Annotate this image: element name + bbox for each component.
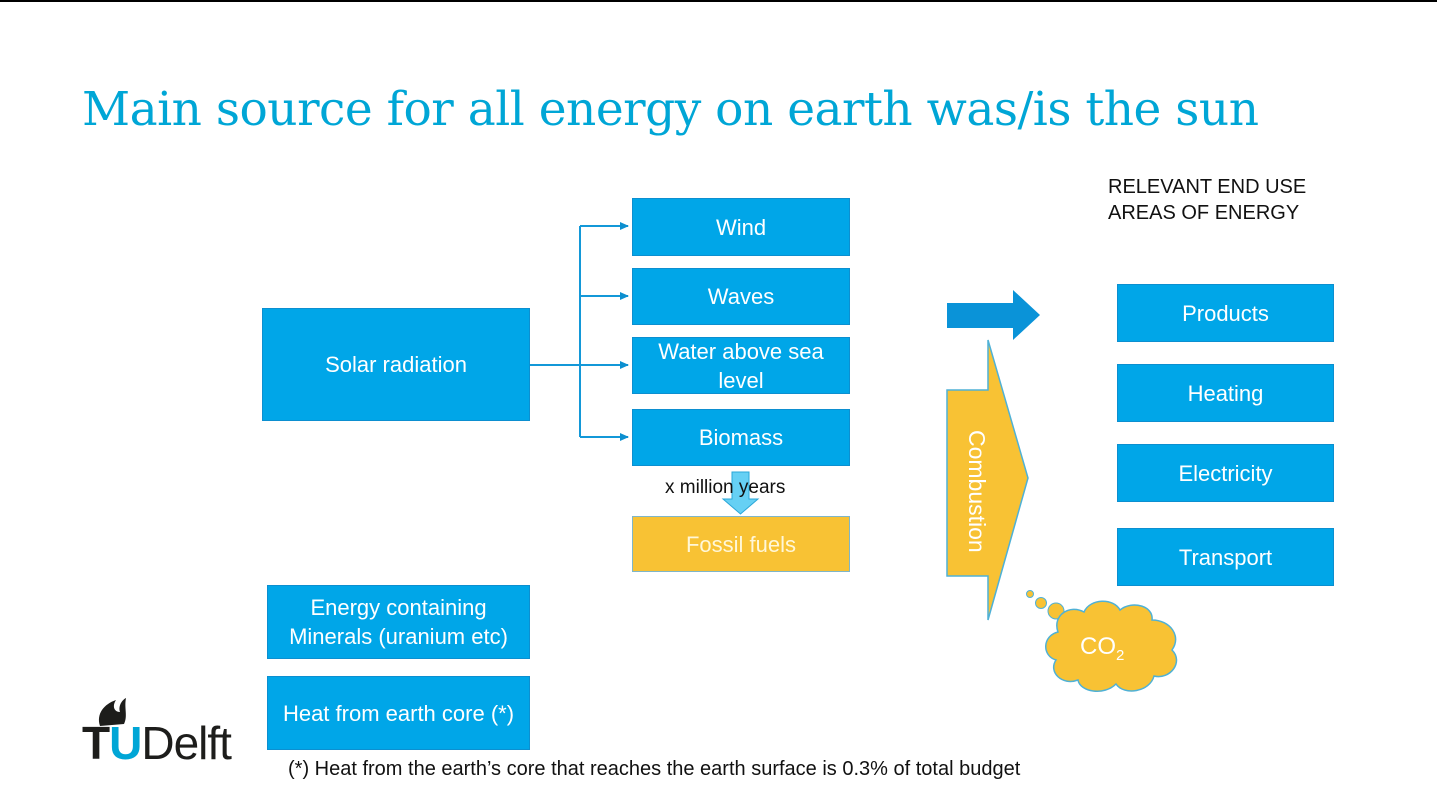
co2-subscript: 2 [1116,646,1125,664]
co2-label: CO2 [1080,633,1124,664]
end-use-arrow [947,290,1040,340]
heat-core-label: Heat from earth core (*) [282,700,515,726]
tudelft-wordmark: TUDelft [82,717,232,769]
logo-t: T [82,717,110,769]
solar-radiation-box: Solar radiation [262,308,530,421]
products-label: Products [1182,300,1269,326]
wind-label: Wind [715,214,767,240]
transport-label: Transport [1178,544,1273,570]
logo-delft: Delft [141,717,232,769]
fossil-fuels-label: Fossil fuels [685,531,797,557]
solar-radiation-label: Solar radiation [325,352,467,377]
water-above-sea-level-label: Water above sea level [658,338,824,393]
tudelft-flame [98,698,126,726]
combustion-arrow [946,339,1029,621]
wind-box: Wind [632,198,850,256]
slide-title: Main source for all energy on earth was/… [82,82,1259,137]
heat-core-box: Heat from earth core (*) [267,676,530,750]
water-above-sea-level-box: Water above sea level [632,337,850,394]
million-years-label: x million years [665,477,786,498]
top-border [0,0,1437,2]
co2-cloud [1026,590,1178,692]
electricity-label: Electricity [1178,460,1273,486]
biomass-label: Biomass [698,425,784,450]
products-box: Products [1117,284,1334,342]
logo-u: U [109,717,142,769]
electricity-box: Electricity [1117,444,1334,502]
heating-box: Heating [1117,364,1334,422]
tudelft-logo: TUDelft [82,694,262,770]
minerals-label: Energy containing Minerals (uranium etc) [289,595,508,649]
down-arrow [721,471,760,515]
combustion-label: Combustion [964,430,990,553]
fossil-fuels-box: Fossil fuels [632,516,850,572]
co2-main-text: CO [1080,633,1116,660]
biomass-box: Biomass [632,409,850,466]
waves-label: Waves [707,284,775,309]
minerals-box: Energy containing Minerals (uranium etc) [267,585,530,659]
end-use-heading: RELEVANT END USE AREAS OF ENERGY [1108,176,1307,224]
heating-label: Heating [1187,380,1264,406]
footnote: (*) Heat from the earth’s core that reac… [288,758,1021,780]
transport-box: Transport [1117,528,1334,586]
waves-box: Waves [632,268,850,325]
